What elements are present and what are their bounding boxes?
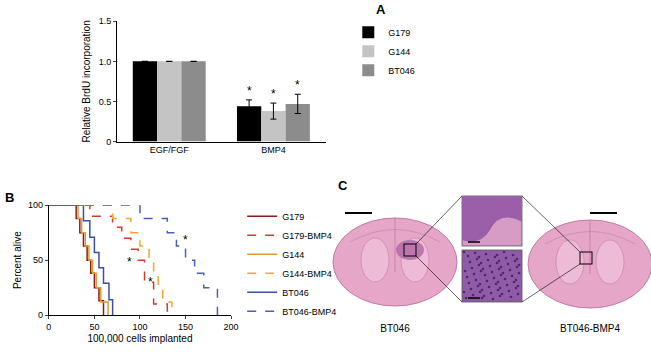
svg-text:50: 50 — [33, 255, 43, 265]
svg-text:*: * — [295, 78, 300, 92]
svg-text:50: 50 — [89, 322, 99, 332]
svg-text:B: B — [5, 190, 14, 205]
svg-text:G179-BMP4: G179-BMP4 — [282, 231, 332, 241]
svg-text:1.0: 1.0 — [99, 57, 112, 67]
svg-text:200: 200 — [224, 322, 239, 332]
svg-text:150: 150 — [178, 322, 193, 332]
svg-text:G179: G179 — [388, 28, 410, 38]
svg-text:100: 100 — [132, 322, 147, 332]
svg-text:BT046: BT046 — [282, 288, 309, 298]
svg-text:Percent alive: Percent alive — [12, 231, 23, 289]
svg-text:BT046: BT046 — [380, 323, 410, 334]
svg-text:BT046-BMP4: BT046-BMP4 — [282, 307, 336, 317]
svg-text:G144-BMP4: G144-BMP4 — [282, 269, 332, 279]
svg-text:*: * — [148, 275, 153, 289]
svg-text:G144: G144 — [282, 250, 304, 260]
svg-text:Relative BrdU incorporation: Relative BrdU incorporation — [81, 20, 92, 142]
svg-text:*: * — [183, 233, 188, 247]
svg-text:*: * — [271, 87, 276, 101]
svg-text:0.5: 0.5 — [99, 97, 112, 107]
svg-text:C: C — [338, 178, 348, 193]
svg-text:0: 0 — [38, 310, 43, 320]
svg-text:0: 0 — [106, 137, 111, 147]
svg-text:*: * — [247, 84, 252, 98]
svg-text:G179: G179 — [282, 212, 304, 222]
svg-text:1.5: 1.5 — [99, 16, 112, 26]
svg-text:G144: G144 — [388, 47, 410, 57]
svg-text:BMP4: BMP4 — [261, 145, 286, 155]
svg-text:BT046-BMP4: BT046-BMP4 — [560, 323, 620, 334]
svg-text:100,000 cells implanted: 100,000 cells implanted — [87, 333, 192, 344]
svg-text:BT046: BT046 — [388, 66, 415, 76]
svg-text:EGF/FGF: EGF/FGF — [150, 145, 189, 155]
svg-text:0: 0 — [46, 322, 51, 332]
svg-text:100: 100 — [28, 200, 43, 210]
svg-text:A: A — [376, 2, 386, 17]
svg-text:*: * — [127, 255, 132, 269]
